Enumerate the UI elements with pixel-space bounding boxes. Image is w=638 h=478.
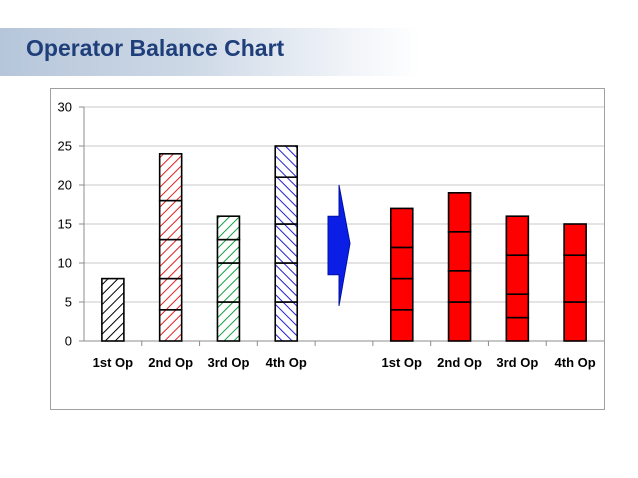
bar-segment-before-op2-4 [158, 199, 183, 241]
title-band [0, 28, 420, 76]
bar-segment-before-op3-2 [216, 262, 241, 303]
bar-segment-after-op3-2 [505, 293, 530, 319]
category-label: 3rd Op [207, 355, 249, 370]
category-label: 1st Op [93, 355, 134, 370]
category-label: 2nd Op [437, 355, 482, 370]
bar-segment-before-op4-4 [274, 176, 299, 225]
bar-segment-before-op2-3 [158, 238, 183, 280]
bar-segment-after-op2-4 [447, 192, 472, 233]
bars [101, 145, 587, 342]
bar-segment-before-op1-1 [101, 277, 125, 342]
bar-segment-after-op2-1 [447, 301, 472, 342]
transition-arrow-icon [327, 184, 351, 306]
category-label: 1st Op [382, 355, 423, 370]
y-tick-label: 5 [65, 295, 72, 310]
bar-segment-before-op3-3 [216, 238, 241, 264]
bar-segment-after-op1-2 [389, 277, 414, 311]
bar-segment-before-op2-2 [158, 277, 183, 311]
bar-segment-before-op4-2 [274, 262, 299, 303]
bar-segment-after-op4-1 [563, 301, 587, 342]
y-tick-label: 10 [58, 256, 72, 271]
bar-segment-after-op4-3 [563, 223, 587, 257]
bar-segment-after-op2-2 [447, 269, 472, 303]
bar-segment-before-op2-1 [158, 308, 183, 342]
bar-segment-after-op4-2 [563, 254, 587, 303]
bar-segment-before-op3-1 [216, 301, 241, 342]
bar-segment-before-op4-3 [274, 223, 299, 264]
bar-segment-after-op1-4 [389, 207, 414, 249]
bar-segment-after-op1-1 [389, 308, 414, 342]
bar-segment-after-op3-4 [505, 215, 530, 256]
category-label: 4th Op [555, 355, 596, 370]
bar-segment-after-op2-3 [447, 231, 472, 272]
y-tick-label: 30 [58, 100, 72, 115]
y-tick-label: 25 [58, 139, 72, 154]
category-label: 3rd Op [496, 355, 538, 370]
bar-segment-after-op3-1 [505, 316, 530, 342]
bar-segment-before-op3-4 [216, 215, 241, 241]
bar-segment-after-op3-3 [505, 254, 530, 295]
y-tick-label: 15 [58, 217, 72, 232]
category-label: 4th Op [266, 355, 307, 370]
category-label: 2nd Op [148, 355, 193, 370]
slide-title: Operator Balance Chart [26, 35, 285, 61]
y-tick-label: 20 [58, 178, 72, 193]
bar-segment-before-op4-1 [274, 301, 299, 342]
bar-segment-after-op1-3 [389, 246, 414, 280]
y-tick-label: 0 [65, 334, 72, 349]
bar-segment-before-op4-5 [274, 145, 299, 179]
bar-segment-before-op2-5 [158, 153, 183, 202]
axis-labels: 0 5 10 15 20 25 30 1st Op 2nd Op 3rd Op 4th Op 1st … [58, 100, 596, 371]
